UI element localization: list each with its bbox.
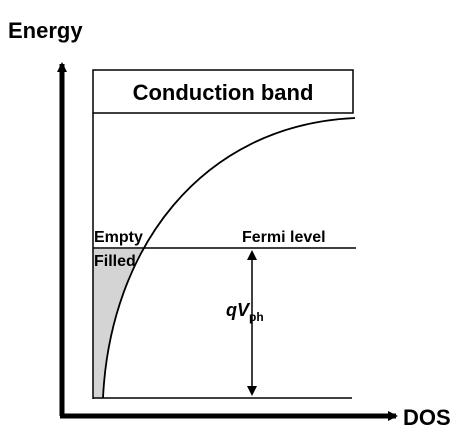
conduction-band-label: Conduction band (133, 80, 314, 105)
dos-label: DOS (403, 405, 451, 430)
conduction-band-box (92, 69, 354, 114)
filled-region (93, 249, 144, 398)
photovoltage-sub: ph (249, 310, 264, 324)
energy-label: Energy (8, 18, 83, 43)
fermi-level-label: Fermi level (242, 229, 326, 246)
photovoltage-main: qV (226, 300, 251, 320)
dos-curve (102, 117, 356, 399)
filled-label: Filled (94, 253, 136, 270)
empty-label: Empty (94, 229, 143, 246)
photovoltage-label: qVph (226, 300, 264, 324)
